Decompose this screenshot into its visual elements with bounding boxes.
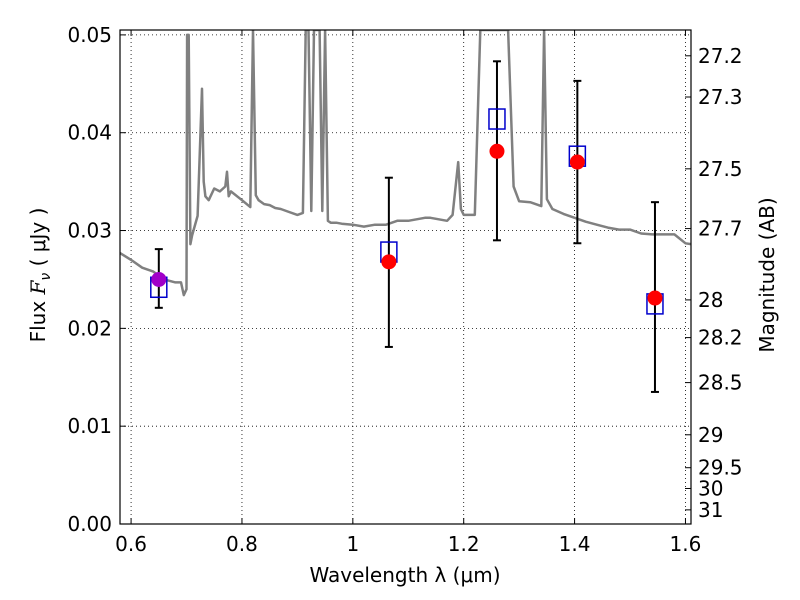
y-tick-label: 0.02 bbox=[67, 316, 112, 340]
plot-frame bbox=[119, 29, 692, 525]
spectrum-layer bbox=[120, 30, 691, 297]
x-tick-label: 1.2 bbox=[448, 532, 480, 556]
right-tick-label: 28.5 bbox=[698, 371, 743, 395]
y-tick-label: 0.04 bbox=[67, 121, 112, 145]
right-tick-label: 29.5 bbox=[698, 456, 743, 480]
right-tick-label: 31 bbox=[698, 498, 723, 522]
grid-layer bbox=[120, 30, 691, 524]
observed-circle-layer bbox=[151, 143, 663, 306]
frame-layer bbox=[119, 29, 692, 525]
tick-layer: 0.6 0.8 1 1.2 1.4 1.6 0.00 0.01 0.02 0.03 0.04 0.05… bbox=[67, 23, 742, 556]
x-tick-label: 1 bbox=[346, 532, 359, 556]
right-tick-label: 27.2 bbox=[698, 44, 743, 68]
x-tick-label: 1.6 bbox=[670, 532, 702, 556]
y-tick-label: 0.00 bbox=[67, 512, 112, 536]
errorbar-layer bbox=[154, 60, 659, 393]
observed-circle-point bbox=[647, 290, 663, 306]
y-tick-label: 0.01 bbox=[67, 414, 112, 438]
y-tick-label: 0.05 bbox=[67, 23, 112, 47]
right-tick-label: 27.5 bbox=[698, 157, 743, 181]
y-tick-label: 0.03 bbox=[67, 219, 112, 243]
observed-circle-point bbox=[381, 254, 397, 270]
y-axis-label-left: Flux Fν ( μJy ) bbox=[26, 208, 54, 343]
right-tick-label: 28 bbox=[698, 288, 723, 312]
spectrum-line bbox=[120, 30, 691, 297]
x-axis-label: Wavelength λ (μm) bbox=[309, 563, 500, 587]
x-tick-label: 0.8 bbox=[226, 532, 258, 556]
observed-circle-point bbox=[151, 271, 167, 287]
model-square-point bbox=[488, 108, 506, 130]
right-tick-label: 29 bbox=[698, 423, 723, 447]
y-axis-label-right: Magnitude (AB) bbox=[755, 197, 779, 352]
observed-circle-point bbox=[489, 143, 505, 159]
right-tick-label: 28.2 bbox=[698, 326, 743, 350]
observed-circle-point bbox=[569, 154, 585, 170]
x-tick-label: 1.4 bbox=[559, 532, 591, 556]
right-tick-label: 27.3 bbox=[698, 85, 743, 109]
model-square-layer bbox=[150, 108, 664, 315]
x-tick-label: 0.6 bbox=[115, 532, 147, 556]
right-tick-label: 30 bbox=[698, 476, 723, 500]
right-tick-label: 27.7 bbox=[698, 217, 743, 241]
